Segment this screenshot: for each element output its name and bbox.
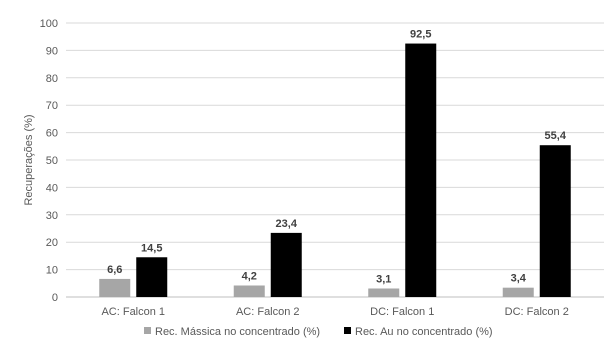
- bar-au-recovery: [539, 145, 571, 297]
- data-label: 55,4: [545, 130, 567, 142]
- y-axis-title: Recuperações (%): [23, 114, 35, 205]
- legend: Rec. Mássica no concentrado (%) Rec. Au n…: [144, 326, 493, 338]
- legend-swatch: [144, 327, 151, 334]
- y-tick-label: 50: [46, 155, 58, 167]
- bar-mass-recovery: [502, 287, 534, 297]
- x-tick-label: AC: Falcon 1: [101, 306, 165, 318]
- bar-au-recovery: [270, 232, 302, 297]
- y-tick-label: 10: [46, 265, 58, 277]
- y-tick-label: 20: [46, 237, 58, 249]
- data-label: 3,4: [511, 273, 527, 285]
- bar-au-recovery: [136, 257, 168, 297]
- gridlines: [66, 22, 604, 298]
- y-tick-label: 100: [40, 18, 58, 30]
- legend-label: Rec. Mássica no concentrado (%): [155, 326, 320, 338]
- data-label: 23,4: [276, 218, 298, 230]
- x-axis-ticks: AC: Falcon 1 AC: Falcon 2 DC: Falcon 1 DC: …: [101, 306, 568, 318]
- x-tick-label: AC: Falcon 2: [236, 306, 300, 318]
- legend-label: Rec. Au no concentrado (%): [355, 326, 493, 338]
- data-labels: 6,6 14,5 4,2 23,4 3,1 92,5 3,4 55,4: [107, 29, 567, 286]
- x-tick-label: DC: Falcon 1: [370, 306, 434, 318]
- y-axis-ticks: 0 10 20 30 40 50 60 70 80 90 100: [40, 18, 58, 304]
- y-tick-label: 80: [46, 73, 58, 85]
- bar-mass-recovery: [233, 285, 265, 297]
- y-tick-label: 90: [46, 45, 58, 57]
- data-label: 6,6: [107, 264, 122, 276]
- data-label: 4,2: [242, 270, 257, 282]
- bar-mass-recovery: [99, 278, 131, 297]
- data-label: 3,1: [376, 274, 391, 286]
- y-tick-label: 60: [46, 128, 58, 140]
- y-tick-label: 40: [46, 182, 58, 194]
- bar-mass-recovery: [368, 288, 400, 297]
- data-label: 92,5: [410, 29, 431, 41]
- bars: [99, 43, 571, 297]
- x-tick-label: DC: Falcon 2: [505, 306, 569, 318]
- bar-au-recovery: [405, 43, 437, 297]
- y-tick-label: 30: [46, 210, 58, 222]
- y-tick-label: 0: [52, 292, 58, 304]
- data-label: 14,5: [141, 242, 162, 254]
- y-tick-label: 70: [46, 100, 58, 112]
- legend-swatch: [344, 327, 351, 334]
